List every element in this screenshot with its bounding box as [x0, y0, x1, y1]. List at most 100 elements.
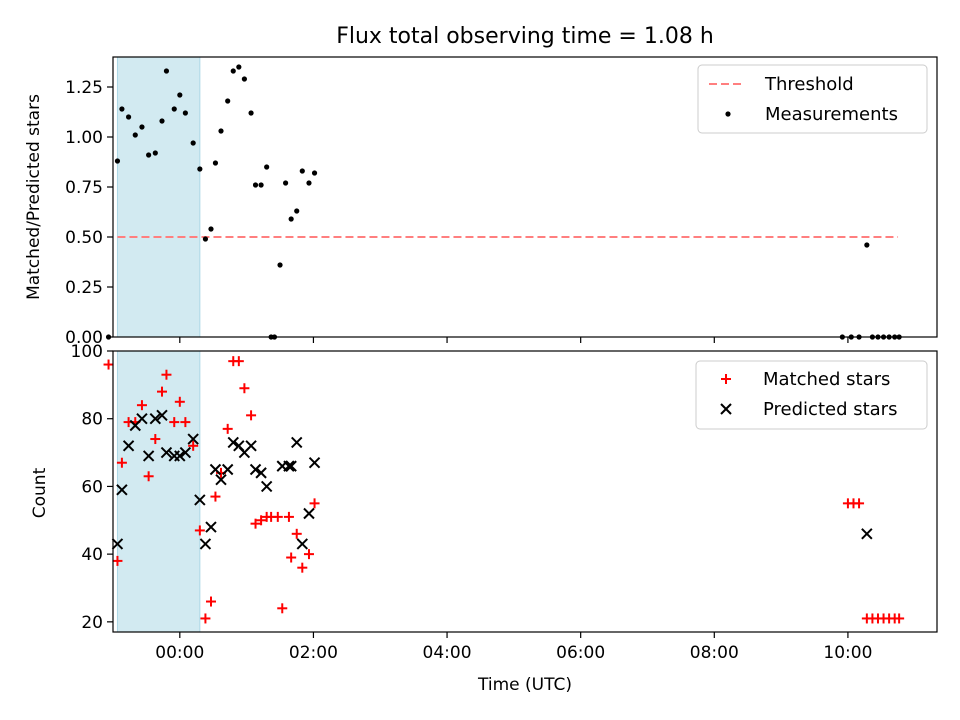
measurement-point [182, 110, 188, 116]
count-axes-frame [112, 350, 938, 633]
predicted-point-b [291, 436, 303, 449]
predicted-point-b [116, 484, 128, 496]
measurement-point [146, 152, 152, 158]
predicted-point [149, 413, 162, 425]
chart-title: Flux total observing time = 1.08 h [336, 24, 714, 49]
matched-point [210, 491, 221, 502]
matched-point [854, 498, 865, 509]
matched-point [161, 369, 172, 380]
ratio-legend-measurement-swatch [725, 111, 731, 117]
count-y-tick-label: 20 [81, 613, 103, 633]
count-legend-matched-swatch [721, 374, 731, 384]
predicted-point [249, 463, 262, 476]
count-y-ticks: 20 40 60 80 100 [71, 342, 113, 633]
count-x-tick-label: 10:00 [823, 643, 872, 663]
predicted-point-b [215, 473, 227, 486]
predicted-point [187, 433, 199, 445]
predicted-point [308, 457, 321, 469]
predicted-point-b [249, 463, 262, 476]
ratio-legend: Threshold Measurements [697, 64, 928, 134]
ratio-legend-box [697, 64, 928, 134]
measurement-point [139, 124, 145, 130]
predicted-point [205, 521, 217, 533]
count-legend-box [695, 360, 928, 430]
predicted-point-b [111, 538, 124, 550]
count-legend-matched-label: Matched stars [763, 369, 890, 390]
matched-point [174, 396, 185, 407]
measurement-point [264, 164, 270, 170]
predicted-point [861, 528, 873, 540]
count-y-tick-label: 40 [81, 545, 103, 565]
matched-point [169, 417, 180, 428]
count-x-tick-label: 00:00 [155, 643, 204, 663]
matched-point [194, 525, 205, 536]
matched-point [286, 552, 297, 563]
predicted-point [303, 507, 315, 520]
measurement-point [177, 92, 183, 98]
measurement-point [119, 106, 125, 112]
matched-point [303, 549, 314, 560]
measurement-point [114, 158, 121, 164]
measurement-point [171, 106, 177, 112]
ratio-y-axis-label: Matched/Predicted stars [24, 94, 44, 300]
matched-point [256, 515, 267, 526]
count-x-tick-label: 06:00 [556, 643, 605, 663]
count-x-tick-label: 02:00 [289, 643, 338, 663]
predicted-point-b [221, 463, 234, 476]
predicted-point-b [303, 507, 315, 520]
predicted-point [111, 538, 124, 550]
measurement-point [125, 114, 132, 120]
measurement-point [311, 170, 318, 176]
ratio-marks [105, 64, 902, 340]
predicted-point [215, 473, 227, 486]
predicted-point [285, 460, 297, 472]
measurement-point [218, 128, 224, 134]
predicted-point-b [149, 413, 162, 425]
predicted-point [245, 440, 257, 452]
count-y-tick-label: 80 [81, 410, 103, 430]
measurement-point [225, 98, 231, 104]
measurement-point [190, 140, 196, 146]
matched-point [112, 555, 123, 566]
predicted-point-b [285, 460, 297, 472]
ratio-y-tick-label: 1.00 [65, 128, 103, 148]
predicted-point [179, 446, 192, 459]
count-panel: 20 40 60 80 100 00:00 02:00 04:00 06:00 08:00 10:… [30, 342, 938, 695]
predicted-point-b [160, 446, 173, 459]
matched-point [246, 410, 257, 421]
matched-point [272, 511, 283, 522]
measurement-point [202, 236, 209, 242]
ratio-y-tick-label: 0.25 [65, 278, 103, 298]
count-legend-predicted-swatch [720, 403, 732, 415]
measurement-point [163, 68, 170, 74]
measurement-point [241, 76, 247, 82]
count-legend-predicted-label: Predicted stars [763, 399, 897, 420]
predicted-point-b [245, 440, 257, 452]
measurement-point [277, 262, 283, 268]
predicted-point-b [209, 463, 222, 476]
count-x-tick-label: 04:00 [423, 643, 472, 663]
matched-point [205, 596, 216, 607]
predicted-point [199, 538, 212, 550]
measurement-point [258, 182, 264, 188]
predicted-point-b [260, 480, 273, 493]
predicted-point [136, 413, 148, 425]
predicted-point [116, 484, 128, 496]
count-marks [103, 356, 905, 624]
ratio-y-tick-label: 0.75 [65, 178, 103, 198]
predicted-point [160, 446, 173, 459]
ratio-y-ticks: 0.00 0.25 0.50 0.75 1.00 1.25 [65, 78, 113, 348]
matched-point [136, 400, 147, 411]
measurement-point [306, 180, 312, 186]
matched-point [894, 613, 905, 624]
predicted-point [194, 494, 206, 506]
matched-point [309, 498, 320, 509]
predicted-point [122, 440, 135, 452]
measurement-point [299, 168, 305, 174]
measurement-point [132, 132, 138, 138]
legend-predicted-marker-b [720, 403, 732, 415]
ratio-y-tick-label: 0.00 [65, 328, 103, 348]
matched-point [250, 518, 261, 529]
matched-point [103, 359, 114, 370]
count-x-ticks: 00:00 02:00 04:00 06:00 08:00 10:00 [155, 632, 872, 663]
